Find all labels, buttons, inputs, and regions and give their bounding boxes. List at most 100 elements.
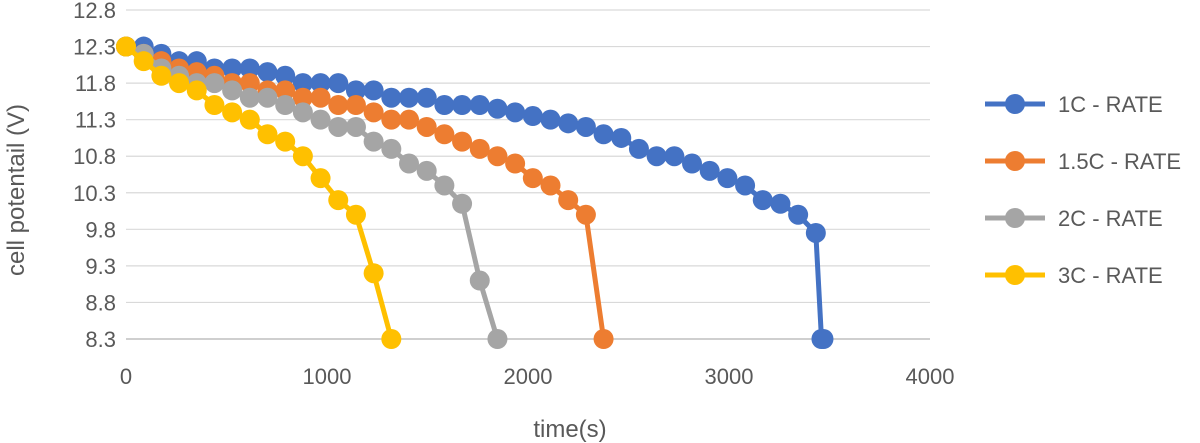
data-point — [275, 65, 296, 86]
data-point — [292, 102, 313, 123]
legend-label: 1.5C - RATE — [1058, 149, 1181, 174]
data-point — [399, 109, 420, 130]
data-point — [239, 109, 260, 130]
data-point — [239, 73, 260, 94]
data-point — [522, 168, 543, 189]
data-point — [310, 73, 331, 94]
data-point — [345, 80, 366, 101]
legend-item: 2C - RATE — [985, 206, 1163, 231]
y-tick-label: 8.3 — [85, 327, 116, 352]
y-tick-label: 12.8 — [73, 0, 116, 23]
data-point — [805, 222, 826, 243]
data-point — [540, 175, 561, 196]
data-point — [505, 102, 526, 123]
legend-swatch-marker — [1005, 151, 1025, 171]
data-point — [310, 87, 331, 108]
legend-label: 1C - RATE — [1058, 92, 1163, 117]
data-point — [381, 138, 402, 159]
data-point — [434, 175, 455, 196]
data-point — [487, 329, 508, 349]
data-point — [204, 95, 225, 116]
data-point — [699, 160, 720, 181]
data-point — [381, 87, 402, 108]
data-point — [788, 204, 809, 225]
series-layer — [116, 36, 834, 349]
y-tick-label: 10.3 — [73, 181, 116, 206]
data-point — [399, 153, 420, 174]
data-point — [434, 95, 455, 116]
data-point — [257, 62, 278, 83]
data-point — [469, 138, 490, 159]
data-point — [593, 124, 614, 145]
data-point — [434, 124, 455, 145]
data-point — [399, 87, 420, 108]
y-tick-label: 11.3 — [75, 108, 116, 133]
data-point — [292, 146, 313, 167]
data-point — [310, 109, 331, 130]
data-point — [682, 153, 703, 174]
data-point — [593, 329, 614, 349]
data-point — [664, 146, 685, 167]
data-point — [558, 190, 579, 211]
data-point — [575, 116, 596, 137]
grid-layer — [126, 9, 930, 304]
data-point — [186, 80, 207, 101]
data-point — [452, 193, 473, 214]
series-1 — [116, 36, 834, 349]
data-point — [717, 168, 738, 189]
data-point — [611, 127, 632, 148]
data-point — [151, 65, 172, 86]
y-tick-label: 12.3 — [73, 35, 116, 60]
data-point — [169, 73, 190, 94]
data-point — [275, 95, 296, 116]
x-tick-label: 4000 — [906, 364, 955, 389]
data-point — [452, 131, 473, 152]
legend-swatch-marker — [1005, 265, 1025, 285]
data-point — [239, 87, 260, 108]
x-tick-label: 1000 — [303, 364, 352, 389]
data-point — [204, 73, 225, 94]
data-point — [328, 116, 349, 137]
data-point — [646, 146, 667, 167]
y-tick-label: 9.3 — [85, 254, 116, 279]
x-tick-label: 0 — [120, 364, 132, 389]
y-tick-label: 9.8 — [85, 217, 116, 242]
legend-swatch-marker — [1005, 208, 1025, 228]
data-point — [328, 73, 349, 94]
y-axis-title: cell potentail (V) — [3, 104, 30, 276]
data-point — [257, 87, 278, 108]
legend-item: 1.5C - RATE — [985, 149, 1181, 174]
data-point — [363, 102, 384, 123]
legend-label: 3C - RATE — [1058, 263, 1163, 288]
legend: 1C - RATE 1.5C - RATE 2C - RATE 3C - RATE — [985, 92, 1181, 288]
data-point — [363, 80, 384, 101]
x-axis-title: time(s) — [533, 416, 606, 443]
data-point — [239, 58, 260, 79]
legend-item: 3C - RATE — [985, 263, 1163, 288]
y-tick-label: 11.8 — [75, 71, 116, 96]
y-tick-label: 8.8 — [85, 290, 116, 315]
data-point — [345, 116, 366, 137]
data-point — [328, 95, 349, 116]
data-point — [487, 146, 508, 167]
data-point — [813, 329, 834, 349]
data-point — [381, 329, 402, 349]
data-point — [222, 80, 243, 101]
data-point — [452, 95, 473, 116]
data-point — [292, 73, 313, 94]
data-point — [363, 263, 384, 284]
series-4 — [116, 36, 402, 349]
data-point — [345, 204, 366, 225]
data-point — [522, 106, 543, 127]
data-point — [575, 204, 596, 225]
legend-item: 1C - RATE — [985, 92, 1163, 117]
data-point — [116, 36, 136, 57]
data-point — [416, 116, 437, 137]
data-point — [752, 190, 773, 211]
data-point — [469, 270, 490, 291]
x-tick-label: 3000 — [705, 364, 754, 389]
data-point — [133, 51, 154, 72]
data-point — [381, 109, 402, 130]
legend-label: 2C - RATE — [1058, 206, 1163, 231]
